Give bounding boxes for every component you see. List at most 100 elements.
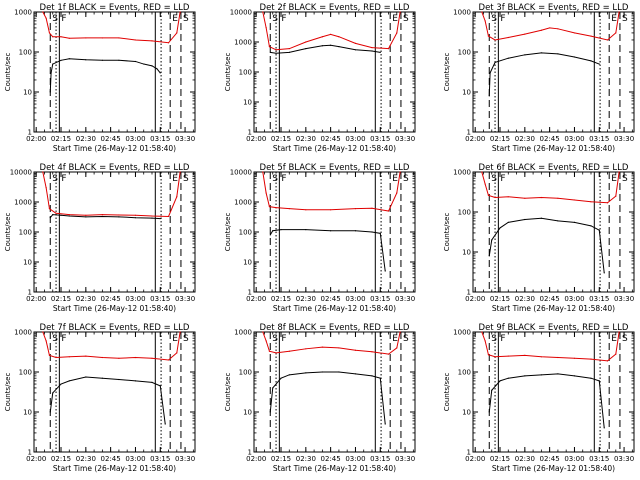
- data-point-events: [321, 371, 323, 373]
- data-point-lld: [507, 196, 509, 198]
- data-point-lld: [396, 32, 398, 34]
- data-point-events: [524, 54, 526, 56]
- x-tick-label: 02:45: [321, 135, 341, 143]
- series-line-events: [488, 217, 605, 273]
- x-tick-label: 03:30: [395, 455, 415, 463]
- data-point-events: [379, 377, 381, 379]
- data-point-lld: [618, 171, 620, 173]
- marker-label: E: [392, 174, 398, 184]
- data-point-lld: [573, 199, 576, 201]
- data-point-lld: [151, 357, 153, 359]
- marker-label: E: [172, 174, 178, 184]
- x-tick-label: 02:30: [76, 295, 96, 303]
- data-point-events: [598, 380, 600, 382]
- data-point-events: [50, 72, 52, 74]
- y-axis-label: Counts/sec: [443, 213, 451, 252]
- x-tick-label: 02:00: [26, 295, 46, 303]
- x-tick-label: 02:15: [271, 455, 291, 463]
- data-point-events: [540, 217, 542, 219]
- data-point-events: [379, 51, 381, 54]
- data-point-events: [557, 53, 559, 55]
- data-point-lld: [330, 33, 332, 35]
- data-point-events: [60, 383, 62, 385]
- data-point-lld: [399, 171, 401, 173]
- data-point-events: [488, 411, 490, 413]
- x-tick-label: 02:45: [321, 295, 341, 303]
- data-point-events: [52, 214, 54, 216]
- data-point-events: [164, 423, 166, 425]
- x-tick-label: 03:00: [125, 135, 145, 143]
- panel-det-2: Det 2f BLACK = Events, RED = LLD Counts/s…: [224, 3, 416, 153]
- x-tick-label: 03:00: [345, 135, 365, 143]
- plot-frame: [33, 171, 196, 293]
- x-tick-label: 02:30: [515, 455, 535, 463]
- data-point-lld: [262, 171, 264, 173]
- data-point-lld: [507, 355, 509, 357]
- marker-label: S: [491, 174, 497, 184]
- y-tick-label: 10: [243, 99, 252, 107]
- data-point-lld: [371, 207, 373, 209]
- data-point-events: [573, 56, 576, 58]
- y-tick-label: 10: [23, 259, 32, 267]
- x-tick-label: 02:00: [26, 455, 46, 463]
- data-point-lld: [524, 197, 526, 199]
- data-point-events: [305, 372, 307, 374]
- data-point-events: [354, 49, 357, 51]
- marker-label: F: [61, 334, 66, 344]
- data-point-events: [371, 50, 373, 52]
- data-point-events: [338, 371, 340, 373]
- y-tick-label: 1000: [14, 329, 32, 337]
- data-point-lld: [288, 208, 290, 210]
- y-tick-label: 10000: [230, 9, 252, 17]
- marker-label: E: [392, 334, 398, 344]
- data-point-lld: [42, 171, 44, 173]
- x-tick-label: 03:30: [614, 295, 634, 303]
- x-tick-label: 02:00: [465, 295, 485, 303]
- data-point-events: [68, 215, 70, 217]
- data-point-lld: [176, 196, 178, 198]
- data-point-lld: [615, 32, 617, 34]
- y-tick-label: 10: [23, 409, 32, 417]
- y-axis-label: Counts/sec: [4, 213, 12, 252]
- y-tick-label: 100: [19, 49, 32, 57]
- data-point-lld: [85, 37, 87, 39]
- x-axis-label: Start Time (26-May-12 01:58:40): [273, 144, 396, 153]
- data-point-lld: [590, 201, 592, 203]
- plot-frame: [253, 171, 416, 293]
- plot-title: Det 5f BLACK = Events, RED = LLD: [260, 163, 410, 173]
- data-point-lld: [557, 356, 559, 359]
- marker-label: F: [500, 14, 505, 24]
- plot-frame: [33, 331, 196, 453]
- marker-label: S: [403, 334, 409, 344]
- data-point-lld: [179, 11, 181, 13]
- data-point-lld: [176, 32, 178, 34]
- x-tick-label: 02:30: [76, 455, 96, 463]
- data-point-lld: [167, 42, 170, 44]
- marker-label: F: [500, 174, 505, 184]
- data-point-lld: [540, 29, 542, 31]
- data-point-lld: [45, 187, 47, 189]
- data-point-events: [52, 63, 54, 65]
- plot-title: Det 7f BLACK = Events, RED = LLD: [40, 323, 190, 333]
- data-point-lld: [494, 39, 496, 41]
- data-point-events: [159, 217, 161, 220]
- x-axis-label: Start Time (26-May-12 01:58:40): [492, 464, 615, 473]
- marker-label: S: [272, 174, 278, 184]
- x-tick-label: 03:00: [345, 295, 365, 303]
- y-tick-label: 1000: [453, 329, 471, 337]
- data-point-events: [603, 272, 605, 274]
- x-tick-label: 02:15: [490, 295, 510, 303]
- x-tick-label: 03:15: [150, 455, 170, 463]
- data-point-events: [384, 270, 386, 272]
- data-point-lld: [484, 183, 486, 185]
- y-tick-label: 100: [19, 369, 32, 377]
- data-point-events: [305, 229, 307, 231]
- data-point-lld: [68, 37, 70, 39]
- data-point-lld: [487, 354, 490, 356]
- data-point-events: [49, 411, 51, 413]
- data-point-lld: [615, 353, 617, 355]
- data-point-lld: [524, 33, 526, 35]
- marker-label: S: [403, 14, 409, 24]
- panel-det-5: Det 5f BLACK = Events, RED = LLD Counts/s…: [224, 163, 416, 313]
- y-axis-label: Counts/sec: [224, 53, 232, 92]
